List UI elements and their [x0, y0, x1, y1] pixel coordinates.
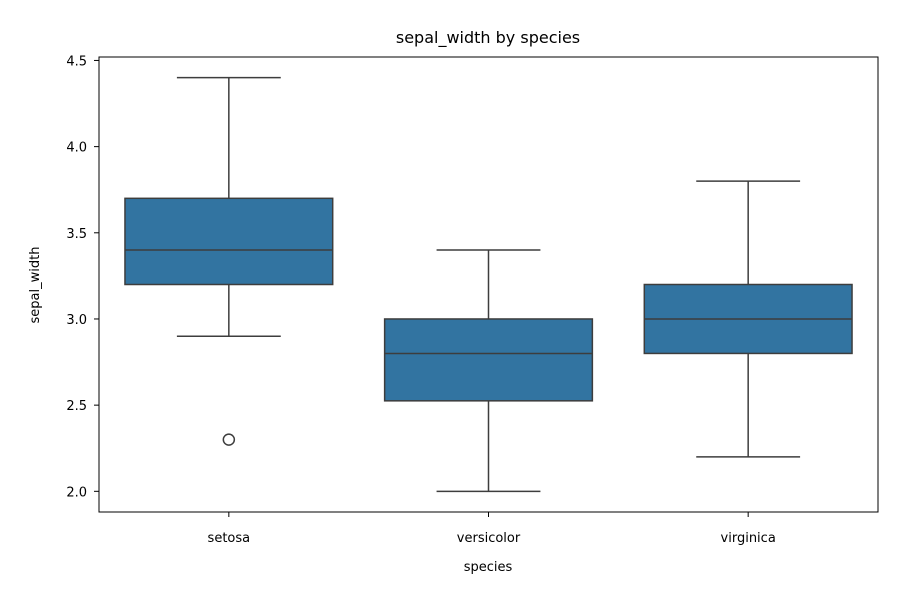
y-tick-label: 2.0 — [66, 485, 87, 500]
y-axis-label: sepal_width — [28, 247, 43, 324]
outlier-point — [222, 433, 236, 446]
x-tick-label: setosa — [208, 531, 251, 546]
x-tick-label: versicolor — [457, 531, 521, 546]
y-tick-label: 4.5 — [66, 54, 87, 69]
y-tick-label: 4.0 — [66, 141, 87, 156]
box-group-versicolor — [383, 249, 594, 493]
y-tick-label: 3.5 — [66, 227, 87, 242]
y-tick-label: 2.5 — [66, 399, 87, 414]
box-iqr — [124, 197, 334, 286]
box-group-virginica — [643, 180, 853, 458]
x-tick-label: virginica — [721, 531, 776, 546]
box-iqr — [383, 318, 594, 402]
plot-area: setosa versicolor virginica 2.0 2.5 3.0 3.5 4.0… — [66, 54, 853, 546]
y-tick-label: 3.0 — [66, 313, 87, 328]
plot-frame — [98, 56, 879, 513]
x-axis-label: species — [464, 560, 513, 575]
chart-title: sepal_width by species — [396, 28, 580, 48]
box-group-setosa — [124, 76, 334, 446]
